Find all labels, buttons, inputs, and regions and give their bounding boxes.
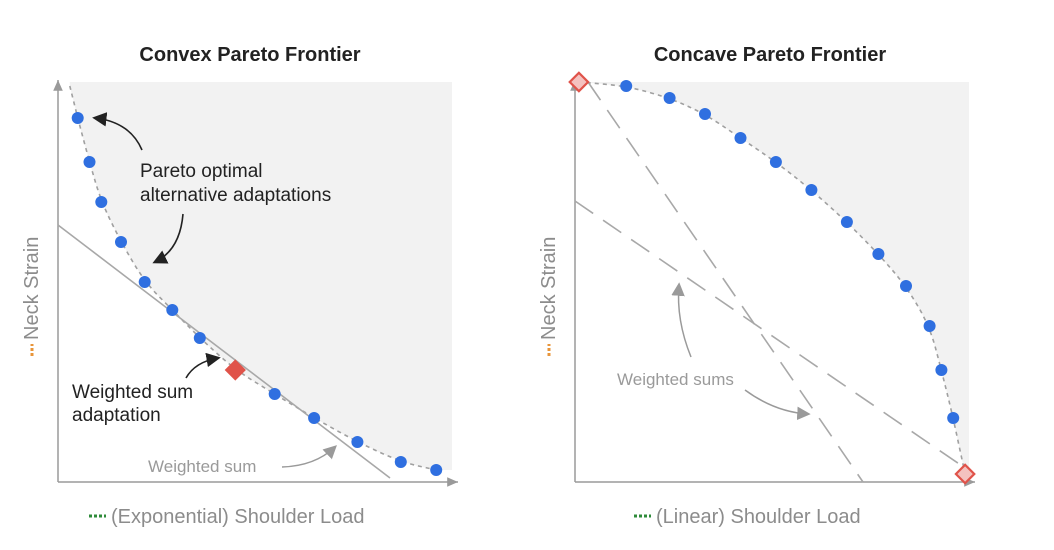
pareto-point [935, 364, 948, 376]
right-weighted-sum-line-2 [574, 200, 969, 471]
pareto-point [620, 80, 633, 92]
pareto-point [923, 320, 936, 332]
pareto-point [699, 108, 711, 120]
left-x-label: (Exponential) Shoulder Load [111, 506, 365, 528]
weighted-sum-label-line2: adaptation [72, 405, 161, 426]
pareto-point [193, 332, 206, 344]
right-x-label: (Linear) Shoulder Load [656, 506, 861, 528]
pareto-point [268, 388, 281, 400]
pareto-point [115, 236, 127, 248]
pareto-point [900, 280, 912, 292]
weighted-sum-line-label: Weighted sum [148, 457, 256, 476]
pareto-point [805, 184, 818, 196]
pareto-point [83, 156, 96, 168]
pareto-point [430, 464, 443, 476]
left-y-label: Neck Strain [21, 237, 43, 340]
weighted-sum-line-arrow [281, 445, 337, 468]
pareto-point [734, 132, 747, 144]
pareto-point [138, 276, 151, 288]
pareto-point [351, 436, 364, 448]
weighted-sums-label: Weighted sums [617, 370, 734, 389]
pareto-point [872, 248, 885, 260]
weighted-sum-diamond-bottom [954, 463, 976, 485]
weighted-sum-arrow [185, 352, 221, 379]
right-pareto-points [620, 80, 960, 424]
right-y-label: Neck Strain [538, 237, 560, 340]
weighted-sums-up-arrow [671, 282, 692, 358]
pareto-point [663, 92, 676, 104]
right-feasible-region [578, 82, 969, 474]
pareto-label-line2: alternative adaptations [140, 185, 331, 206]
left-panel: Convex Pareto Frontier Pareto optimal al… [21, 44, 458, 528]
left-pareto-points [71, 112, 443, 476]
pareto-point [166, 304, 179, 316]
right-weighted-sum-line-1 [587, 81, 864, 483]
pareto-point [71, 112, 84, 124]
right-y-axis-title: Neck Strain [538, 237, 560, 356]
pareto-point [394, 456, 407, 468]
pareto-point [308, 412, 321, 424]
pareto-lower-arrow [152, 213, 184, 264]
left-weighted-sum-line [57, 224, 391, 479]
left-title: Convex Pareto Frontier [139, 44, 360, 66]
weighted-sum-label-line1: Weighted sum [72, 382, 193, 403]
pareto-upper-arrow [92, 112, 143, 151]
left-feasible-region [69, 82, 453, 470]
weighted-sums-right-arrow [744, 389, 811, 421]
pareto-label-line1: Pareto optimal [140, 161, 263, 182]
weighted-sum-diamond-top [568, 71, 590, 93]
pareto-point [947, 412, 960, 424]
pareto-point [95, 196, 108, 208]
pareto-point [840, 216, 853, 228]
right-panel: Concave Pareto Frontier Weighted sums Ne… [538, 44, 976, 528]
left-y-axis-title: Neck Strain [21, 237, 43, 356]
right-title: Concave Pareto Frontier [654, 44, 887, 66]
pareto-point [769, 156, 782, 168]
